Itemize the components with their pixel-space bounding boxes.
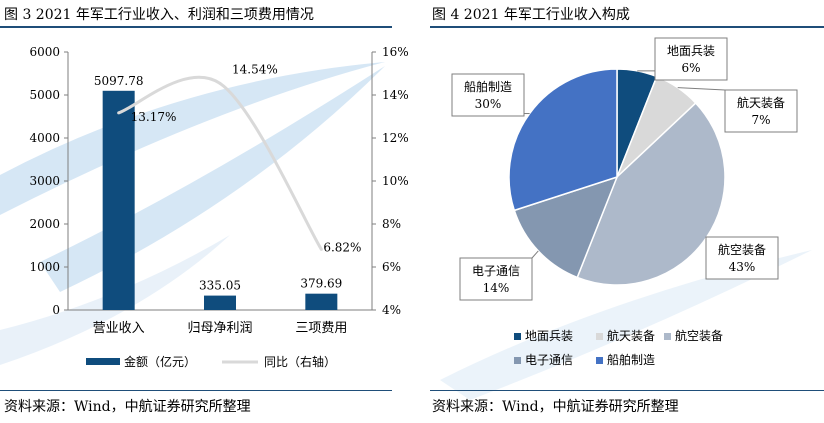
yoy-line xyxy=(118,75,323,251)
legend-label-amount: 金额（亿元） xyxy=(124,354,196,369)
right-y-tick-label: 14% xyxy=(382,88,409,102)
yoy-point xyxy=(117,111,121,115)
left-y-tick-label: 4000 xyxy=(29,131,60,145)
left-figure-source-rule xyxy=(0,390,392,391)
callout-percent: 30% xyxy=(475,97,502,111)
bar-data-label: 335.05 xyxy=(199,279,241,293)
right-y-tick-label: 16% xyxy=(382,45,409,59)
right-y-tick-label: 6% xyxy=(382,260,401,274)
right-figure-source: 资料来源：Wind，中航证券研究所整理 xyxy=(432,399,679,415)
callout-name: 航空装备 xyxy=(718,242,766,257)
callout-name: 电子通信 xyxy=(472,264,520,278)
left-y-tick-label: 0 xyxy=(52,303,60,317)
left-y-tick-label: 2000 xyxy=(29,217,60,231)
pie-legend-label: 船舶制造 xyxy=(607,352,655,367)
left-y-tick-label: 1000 xyxy=(29,260,60,274)
callout-percent: 43% xyxy=(729,260,756,274)
bar-data-label: 379.69 xyxy=(300,277,342,291)
callout-percent: 14% xyxy=(483,281,510,295)
legend-label-yoy: 同比（右轴） xyxy=(264,354,336,369)
callout-percent: 6% xyxy=(681,61,700,75)
x-category-label: 归母净利润 xyxy=(187,321,252,336)
callout-name: 地面兵装 xyxy=(667,44,715,58)
watermark-swoosh-right xyxy=(440,250,812,400)
pie-legend-swatch xyxy=(514,333,521,340)
pie-legend-label: 航空装备 xyxy=(675,328,723,343)
yoy-point xyxy=(319,247,323,251)
callout-box xyxy=(724,89,798,133)
callout-name: 航天装备 xyxy=(737,95,785,110)
pie-legend-swatch xyxy=(596,357,603,364)
watermark-swoosh-top xyxy=(0,62,385,215)
yoy-data-label: 13.17% xyxy=(131,110,177,124)
pie-legend-swatch xyxy=(664,333,671,340)
yoy-point xyxy=(218,81,222,85)
right-figure-title: 图 4 2021 年军工行业收入构成 xyxy=(432,7,630,23)
pie-legend-swatch xyxy=(596,333,603,340)
callout-percent: 7% xyxy=(751,113,770,127)
callout-box xyxy=(654,37,728,81)
callout-box xyxy=(459,257,533,301)
right-y-tick-label: 4% xyxy=(382,303,401,317)
bar xyxy=(204,295,236,310)
callout-leader xyxy=(531,250,539,259)
bar xyxy=(305,293,338,310)
callout-box xyxy=(451,73,525,117)
callout-box xyxy=(705,236,779,280)
yoy-data-label: 6.82% xyxy=(323,240,361,254)
callout-name: 船舶制造 xyxy=(464,79,512,94)
left-y-tick-label: 5000 xyxy=(29,88,60,102)
callout-leader xyxy=(677,87,726,91)
x-category-label: 三项费用 xyxy=(295,321,347,336)
right-figure-source-rule xyxy=(430,390,824,391)
pie-legend-swatch xyxy=(514,357,521,364)
left-y-tick-label: 6000 xyxy=(29,45,60,59)
left-figure-source: 资料来源：Wind，中航证券研究所整理 xyxy=(4,399,251,415)
yoy-data-label: 14.54% xyxy=(232,62,278,76)
left-y-tick-label: 3000 xyxy=(29,174,60,188)
bar-data-label: 5097.78 xyxy=(94,74,144,88)
pie-legend-label: 电子通信 xyxy=(525,353,573,367)
right-y-tick-label: 12% xyxy=(382,131,409,145)
right-y-tick-label: 10% xyxy=(382,174,409,188)
right-figure-header-rule xyxy=(430,0,824,28)
left-figure-title: 图 3 2021 年军工行业收入、利润和三项费用情况 xyxy=(4,7,314,23)
pie-legend-label: 航天装备 xyxy=(607,328,655,343)
x-category-label: 营业收入 xyxy=(93,321,145,336)
legend-swatch-amount xyxy=(86,358,120,365)
left-figure-header-rule xyxy=(0,0,392,28)
bar xyxy=(102,90,135,310)
right-y-tick-label: 8% xyxy=(382,217,401,231)
pie-legend-label: 地面兵装 xyxy=(525,329,573,343)
